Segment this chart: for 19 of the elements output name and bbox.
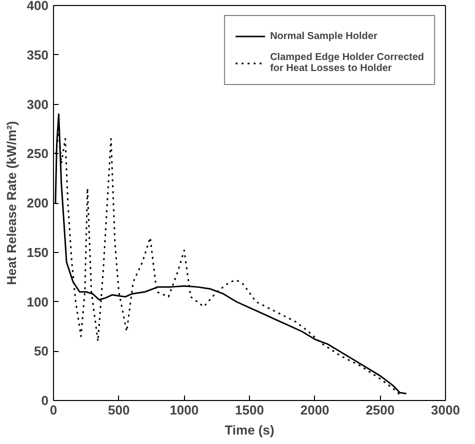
- y-tick-label: 250: [26, 146, 49, 162]
- y-tick-label: 100: [26, 294, 49, 310]
- y-tick-label: 50: [34, 344, 49, 359]
- y-tick-label: 200: [26, 196, 49, 210]
- legend-label: Clamped Edge Holder Corrected for Heat Losses to Holder: [270, 52, 424, 74]
- x-tick-label: 2500: [366, 402, 395, 418]
- y-tick-label: 400: [26, 0, 49, 13]
- x-axis-title: Time (s): [224, 422, 274, 438]
- y-tick-label: 350: [26, 47, 49, 62]
- y-axis-title: Heat Release Rate (kW/m²): [4, 121, 19, 285]
- x-tick-label: 1000: [170, 402, 199, 418]
- x-tick-label: 500: [108, 402, 130, 418]
- y-tick-label: 150: [26, 244, 49, 260]
- x-tick-label: 3000: [431, 402, 460, 418]
- legend-label: Normal Sample Holder: [270, 30, 378, 42]
- x-tick-label: 1500: [235, 402, 264, 418]
- y-tick-label: 0: [41, 393, 49, 408]
- x-tick-label: 2000: [300, 402, 330, 418]
- y-tick-label: 300: [26, 96, 49, 112]
